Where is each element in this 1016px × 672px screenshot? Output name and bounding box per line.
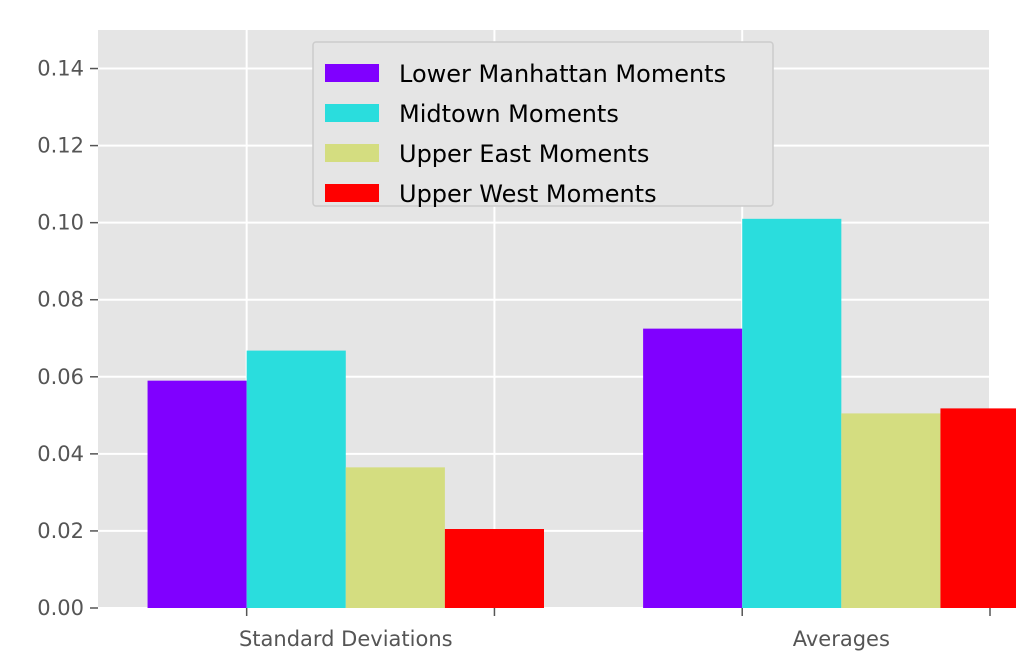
y-tick-label: 0.08 (37, 288, 84, 312)
bar-midtown-moments-averages (742, 218, 842, 608)
legend-swatch (325, 104, 379, 122)
y-tick-label: 0.06 (37, 365, 84, 389)
legend-swatch (325, 184, 379, 202)
x-category-label: Averages (793, 627, 890, 651)
bar-upper-east-moments-standard-deviations (345, 467, 445, 608)
y-tick-label: 0.00 (37, 596, 84, 620)
bar-upper-east-moments-averages (841, 413, 941, 608)
bar-upper-west-moments-averages (940, 408, 1016, 608)
y-tick-label: 0.04 (37, 442, 84, 466)
legend-label: Upper West Moments (399, 180, 657, 208)
legend-label: Midtown Moments (399, 100, 619, 128)
bars (147, 218, 1016, 608)
bar-lower-manhattan-moments-averages (643, 328, 743, 608)
legend-label: Upper East Moments (399, 140, 649, 168)
y-tick-label: 0.12 (37, 134, 84, 158)
axes: 0.00 0.02 0.04 0.06 0.08 0.10 0.12 0.14 Standard… (37, 57, 991, 651)
legend: Lower Manhattan Moments Midtown Moments Up… (312, 41, 774, 208)
y-tick-label: 0.02 (37, 519, 84, 543)
bar-midtown-moments-standard-deviations (246, 350, 346, 608)
x-category-label: Standard Deviations (239, 627, 453, 651)
bar-lower-manhattan-moments-standard-deviations (147, 380, 247, 608)
legend-box (312, 41, 774, 207)
y-tick-label: 0.10 (37, 211, 84, 235)
bar-upper-west-moments-standard-deviations (444, 529, 544, 608)
legend-swatch (325, 144, 379, 162)
y-tick-label: 0.14 (37, 57, 84, 81)
legend-swatch (325, 64, 379, 82)
legend-label: Lower Manhattan Moments (399, 60, 726, 88)
